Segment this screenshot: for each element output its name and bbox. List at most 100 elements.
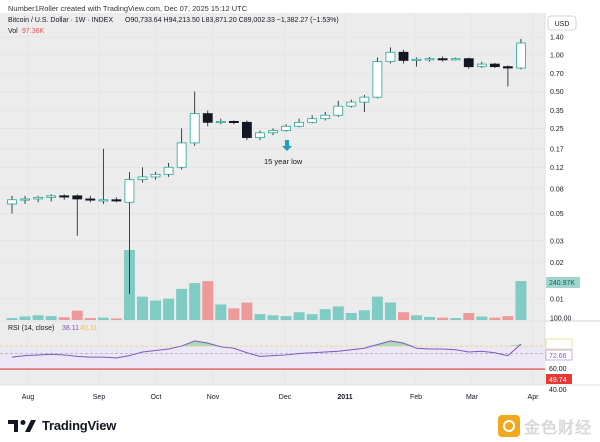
candle-down [59, 195, 70, 198]
time-tick-label: 2011 [337, 394, 352, 401]
candle-up [359, 96, 370, 103]
candle-up [450, 58, 461, 61]
rsi-axis[interactable]: 72.66 60.00 49.74 40.00 [545, 338, 573, 394]
rsi-line [11, 340, 522, 359]
volume-bar [97, 317, 109, 320]
price-tick-label: 0.01 [550, 297, 564, 304]
candle-up [176, 142, 187, 168]
candle-down [228, 120, 239, 123]
up-arrow-icon [282, 140, 292, 151]
time-tick-label: Oct [151, 394, 162, 401]
volume-bar [463, 313, 475, 320]
candle-down [111, 199, 122, 202]
grid-lines [0, 13, 545, 385]
volume-bar [411, 315, 423, 320]
tradingview-wordmark: TradingView [42, 418, 117, 433]
price-tick-label: 0.05 [550, 211, 564, 218]
volume-bar [6, 318, 18, 320]
candle-down [85, 198, 96, 201]
candle-up [281, 125, 291, 131]
candle-down [437, 58, 448, 61]
candle-up [516, 42, 526, 69]
volume-bar [176, 288, 188, 320]
candle-up [189, 113, 200, 144]
time-tick-label: Sep [93, 394, 106, 401]
candle-up [346, 101, 357, 107]
volume-bar [19, 316, 31, 320]
candles [7, 38, 526, 294]
candle-down [202, 113, 213, 123]
volume-bar [502, 316, 514, 320]
volume-bar [319, 309, 331, 320]
volume-bar [515, 281, 527, 320]
volume-bar [476, 316, 488, 320]
vol-label: Vol [8, 28, 18, 35]
watermark-icon [497, 415, 520, 437]
rsi-value-2: 40.31 [80, 325, 98, 332]
candle-up [476, 63, 487, 68]
price-tick-label: 100.00 [550, 316, 572, 323]
watermark: 金色财经 [497, 414, 592, 438]
chart-svg[interactable]: Bitcoin / U.S. Dollar · 1W · INDEX O90,7… [0, 13, 600, 409]
volume-badge: 240.97K [546, 277, 580, 288]
rsi-tick-40: 40.00 [549, 387, 567, 394]
currency-button[interactable]: USD [547, 15, 577, 31]
volume-bar [189, 283, 201, 320]
volume-bar [293, 312, 305, 320]
price-tick-label: 0.08 [550, 186, 564, 193]
price-tick-label: 0.70 [550, 71, 564, 78]
volume-bar [384, 302, 396, 320]
time-tick-label: Dec [279, 394, 292, 401]
vol-value: 97.36K [22, 28, 45, 35]
rsi-tick-60: 60.00 [549, 366, 567, 373]
volume-bar [437, 317, 449, 320]
price-tick-label: 0.02 [550, 260, 564, 267]
candle-up [215, 120, 226, 123]
volume-bar [371, 296, 383, 320]
volume-bar [150, 300, 162, 320]
candle-up [255, 132, 265, 138]
candle-up [98, 199, 109, 202]
candle-down [398, 51, 409, 61]
volume-bar [450, 318, 462, 320]
price-axis[interactable]: 1.40 1.00 0.70 0.50 0.35 0.25 0.17 0.12 0.08 0.05… [550, 35, 572, 323]
currency-label: USD [555, 21, 570, 28]
rsi-indicator [0, 340, 545, 370]
tradingview-logo-icon [8, 419, 36, 432]
volume-bar [398, 312, 409, 320]
candle-up [411, 58, 422, 61]
time-tick-label: Apr [528, 394, 540, 401]
tradingview-logo[interactable]: TradingView [8, 418, 116, 433]
volume-bar [137, 296, 148, 320]
created-line: Number1Roller created with TradingView.c… [8, 4, 248, 13]
candle-up [372, 61, 383, 98]
candle-up [20, 198, 30, 201]
candle-up [163, 166, 174, 175]
symbol-title: Bitcoin / U.S. Dollar · 1W · INDEX [8, 17, 113, 24]
candle-up [268, 130, 278, 134]
chart-area[interactable]: Bitcoin / U.S. Dollar · 1W · INDEX O90,7… [0, 13, 600, 409]
rsi-badge-upper-value: 72.66 [549, 353, 567, 360]
candle-down [72, 195, 83, 200]
candle-up [137, 176, 148, 181]
candle-up [46, 195, 57, 198]
rsi-band-fill [0, 346, 545, 369]
volume-bar [424, 316, 436, 320]
annotation-text: 15 year low [264, 157, 303, 166]
candle-up [385, 51, 396, 63]
volume-bar [110, 318, 122, 320]
price-tick-label: 0.50 [550, 89, 564, 96]
time-tick-label: Feb [410, 394, 422, 401]
volume-bar [84, 318, 96, 320]
volume-bar [280, 316, 292, 320]
candle-down [241, 121, 252, 138]
rsi-badge-band [545, 338, 573, 350]
price-tick-label: 0.12 [550, 165, 564, 172]
volume-bar [489, 317, 501, 320]
volume-bar [241, 302, 253, 320]
volume-bar [32, 315, 44, 320]
time-axis[interactable]: Aug Sep Oct Nov Dec 2011 Feb Mar Apr [22, 394, 539, 401]
candle-up [33, 196, 43, 200]
price-pane-background [0, 13, 545, 320]
